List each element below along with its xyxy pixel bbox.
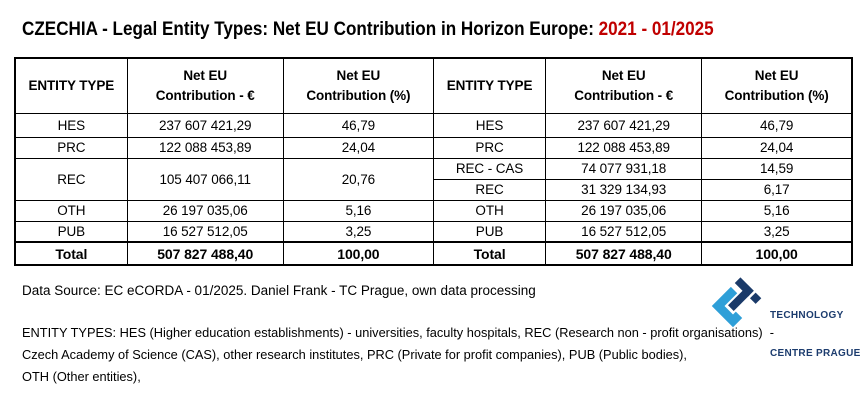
eur-cell: 122 088 453,89 [126,136,284,159]
header-line: Contribution (%) [306,87,411,103]
eur-cell: 16 527 512,05 [545,220,703,243]
footnote-line-2: Czech Academy of Science (CAS), other re… [22,347,687,362]
eur-cell: 237 607 421,29 [126,112,284,138]
pct-cell: 3,25 [701,220,853,243]
eur-cell: 26 197 035,06 [126,199,284,222]
table-row: REC 105 407 066,11 20,76 REC - CAS 74 07… [14,157,853,201]
pct-cell: 5,16 [701,199,853,222]
pct-cell: 5,16 [282,199,434,222]
entity-cell: OTH [432,199,547,222]
eur-cell: 237 607 421,29 [545,112,703,138]
pct-cell: 46,79 [282,112,434,138]
logo-text-line-1: TECHNOLOGY [770,310,844,321]
contribution-table: ENTITY TYPE Net EU Contribution - € Net E… [14,57,853,266]
footnote-line-3: OTH (Other entities), [22,369,141,384]
entity-cell: OTH [14,199,128,222]
page-title: CZECHIA - Legal Entity Types: Net EU Con… [22,19,714,41]
entity-cell: PUB [432,220,547,243]
eur-cell: 26 197 035,06 [545,199,703,222]
table-row: OTH 26 197 035,06 5,16 OTH 26 197 035,06… [14,199,853,222]
header-net-eu-eur-right: Net EU Contribution - € [545,57,703,114]
eur-cell: 74 077 931,18 [545,157,703,180]
entity-types-footnote: ENTITY TYPES: HES (Higher education esta… [22,322,774,388]
header-net-eu-eur-left: Net EU Contribution - € [126,57,284,114]
footnote-line-1: ENTITY TYPES: HES (Higher education esta… [22,325,775,340]
pct-cell: 24,04 [701,136,853,159]
header-line: Net EU [601,67,646,83]
entity-cell: REC [432,178,547,201]
header-net-eu-pct-left: Net EU Contribution (%) [282,57,434,114]
pct-cell: 46,79 [701,112,853,138]
entity-cell: REC - CAS [432,157,547,180]
pct-cell: 20,76 [282,157,434,201]
total-eur-cell: 507 827 488,40 [545,241,703,266]
entity-cell: PUB [14,220,128,243]
title-period-text: 2021 - 01/2025 [598,19,714,40]
total-label-cell: Total [432,241,547,266]
table-total-row: Total 507 827 488,40 100,00 Total 507 82… [14,241,853,266]
header-entity-type-right: ENTITY TYPE [432,57,547,114]
tc-prague-logo: TECHNOLOGY CENTRE PRAGUE [705,276,861,385]
total-eur-cell: 507 827 488,40 [126,241,284,266]
entity-cell: PRC [432,136,547,159]
table-row: PRC 122 088 453,89 24,04 PRC 122 088 453… [14,136,853,159]
entity-cell: PRC [14,136,128,159]
table-header-row: ENTITY TYPE Net EU Contribution - € Net E… [14,57,853,114]
pct-cell: 3,25 [282,220,434,243]
pct-cell: 14,59 [701,157,853,180]
eur-cell: 16 527 512,05 [126,220,284,243]
header-line: Net EU [336,67,381,83]
logo-wordmark: TECHNOLOGY CENTRE PRAGUE [770,285,861,385]
entity-cell: REC [14,157,128,201]
logo-text-line-2: CENTRE PRAGUE [770,347,861,359]
total-label-cell: Total [14,241,128,266]
total-pct-cell: 100,00 [701,241,853,266]
tc-prague-diamond-icon [711,277,762,328]
header-line: Contribution (%) [724,87,829,103]
header-line: Contribution - € [155,87,255,103]
title-main-text: CZECHIA - Legal Entity Types: Net EU Con… [22,19,599,40]
header-line: Net EU [183,67,228,83]
pct-cell: 6,17 [701,178,853,201]
table-row: PUB 16 527 512,05 3,25 PUB 16 527 512,05… [14,220,853,243]
header-net-eu-pct-right: Net EU Contribution (%) [701,57,853,114]
entity-cell: HES [432,112,547,138]
header-line: Contribution - € [574,87,674,103]
data-source-line: Data Source: EC eCORDA - 01/2025. Daniel… [22,283,536,298]
eur-cell: 31 329 134,93 [545,178,703,201]
table-row: HES 237 607 421,29 46,79 HES 237 607 421… [14,112,853,138]
total-pct-cell: 100,00 [282,241,434,266]
pct-cell: 24,04 [282,136,434,159]
eur-cell: 105 407 066,11 [126,157,284,201]
eur-cell: 122 088 453,89 [545,136,703,159]
header-entity-type-left: ENTITY TYPE [14,57,128,114]
header-line: Net EU [754,67,799,83]
entity-cell: HES [14,112,128,138]
